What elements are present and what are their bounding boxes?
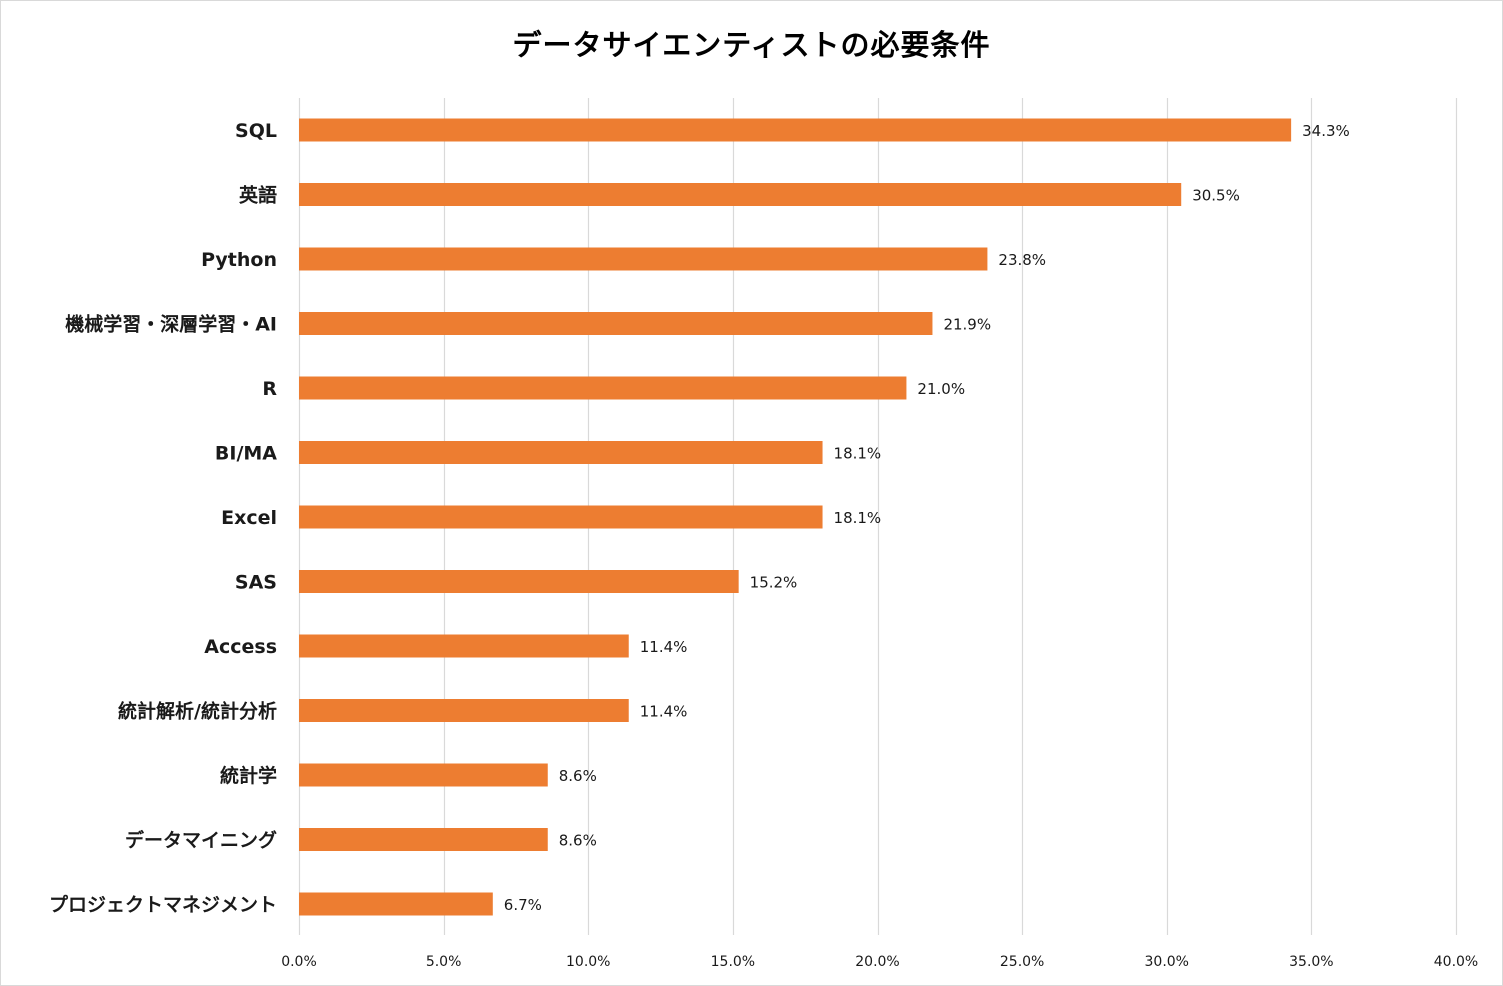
data-label: 6.7% [504, 896, 542, 914]
category-label: 統計学 [220, 764, 277, 787]
data-label: 18.1% [834, 509, 882, 527]
category-label: データマイニング [125, 829, 277, 852]
category-label: SQL [235, 120, 277, 142]
x-tick-label: 5.0% [426, 954, 462, 970]
data-label: 18.1% [834, 445, 882, 463]
x-tick-label: 20.0% [855, 954, 899, 970]
bar-6 [299, 505, 823, 529]
bar-5 [299, 441, 823, 464]
category-label: Access [204, 636, 277, 658]
category-label: SAS [235, 572, 277, 594]
data-label: 11.4% [640, 638, 688, 656]
bar-9 [299, 699, 629, 722]
category-label: プロジェクトマネジメント [49, 893, 277, 916]
chart-title: データサイエンティストの必要条件 [512, 28, 991, 62]
data-label: 30.5% [1192, 187, 1240, 205]
bar-7 [299, 570, 739, 593]
category-labels: SQL 英語 Python 機械学習・深層学習・AI R BI/MA Excel SAS Acc… [49, 120, 277, 916]
x-tick-label: 0.0% [281, 954, 317, 970]
category-label: BI/MA [215, 443, 277, 465]
x-axis-tick-labels: 0.0% 5.0% 10.0% 15.0% 20.0% 25.0% 30.0% 35.0% 40… [281, 954, 1478, 970]
x-tick-label: 30.0% [1145, 954, 1189, 970]
data-label: 23.8% [998, 251, 1046, 269]
category-label: R [262, 378, 277, 400]
bar-10 [299, 763, 548, 787]
bar-12 [299, 892, 493, 916]
bar-1 [299, 183, 1182, 206]
data-label: 11.4% [640, 703, 688, 721]
data-label: 34.3% [1302, 122, 1350, 140]
bar-8 [299, 634, 629, 658]
bar-3 [299, 312, 933, 335]
data-labels: 34.3% 30.5% 23.8% 21.9% 21.0% 18.1% 18.1% 15.2%… [504, 122, 1350, 914]
data-label: 8.6% [559, 832, 597, 850]
category-label: 統計解析/統計分析 [118, 700, 277, 723]
bar-0 [299, 118, 1292, 142]
x-tick-label: 40.0% [1434, 954, 1478, 970]
x-tick-label: 10.0% [566, 954, 610, 970]
category-label: 英語 [239, 184, 277, 207]
data-label: 15.2% [750, 574, 798, 592]
x-tick-label: 35.0% [1289, 954, 1333, 970]
bar-4 [299, 376, 907, 400]
data-label: 21.0% [917, 380, 965, 398]
x-tick-label: 25.0% [1000, 954, 1044, 970]
bars [299, 118, 1292, 916]
data-label: 21.9% [943, 316, 991, 334]
bar-11 [299, 828, 548, 851]
category-label: 機械学習・深層学習・AI [65, 313, 277, 336]
data-label: 8.6% [559, 767, 597, 785]
x-tick-label: 15.0% [711, 954, 755, 970]
bar-2 [299, 247, 988, 271]
category-label: Excel [221, 507, 277, 529]
category-label: Python [201, 249, 277, 271]
